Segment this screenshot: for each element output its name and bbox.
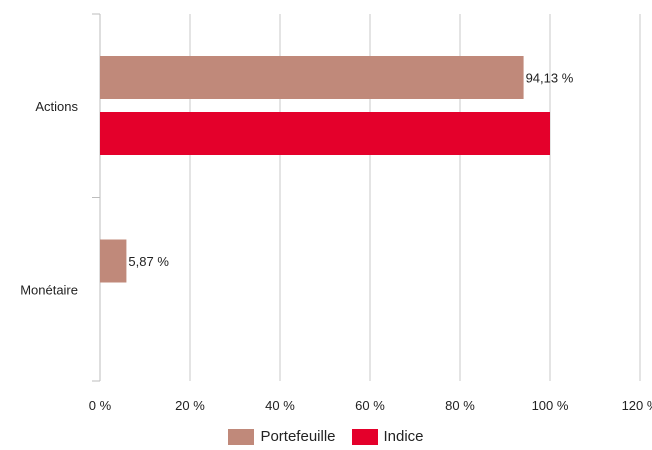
bar-portefeuille-0 [100, 56, 524, 99]
chart-legend: Portefeuille Indice [0, 428, 652, 445]
x-tick-label-60: 60 % [355, 398, 385, 413]
bar-indice-0 [100, 112, 550, 155]
bar-chart: 0 % 20 % 40 % 60 % 80 % 100 % 120 % Actions 94,1… [20, 13, 652, 414]
x-tick-label-20: 20 % [175, 398, 205, 413]
legend-swatch-indice [351, 428, 378, 445]
category-label-0: Actions [35, 99, 78, 114]
x-tick-label-80: 80 % [445, 398, 475, 413]
legend-swatch-portefeuille [228, 428, 255, 445]
x-tick-label-120: 120 % [622, 398, 652, 413]
bar-portefeuille-1 [100, 239, 127, 283]
x-tick-label-40: 40 % [265, 398, 295, 413]
legend-item-portefeuille: Portefeuille [228, 428, 336, 445]
x-tick-label-100: 100 % [532, 398, 569, 413]
axes [92, 13, 101, 382]
labels: 0 % 20 % 40 % 60 % 80 % 100 % 120 % Actions 94,1… [20, 71, 652, 414]
legend-item-indice: Indice [351, 428, 424, 445]
bars [100, 56, 550, 283]
data-label-portefeuille-1: 5,87 % [128, 254, 169, 269]
data-label-portefeuille-0: 94,13 % [526, 71, 574, 86]
legend-label-portefeuille: Portefeuille [260, 428, 336, 445]
legend-label-indice: Indice [383, 428, 424, 445]
category-label-1: Monétaire [20, 282, 78, 297]
x-tick-label-0: 0 % [89, 398, 112, 413]
